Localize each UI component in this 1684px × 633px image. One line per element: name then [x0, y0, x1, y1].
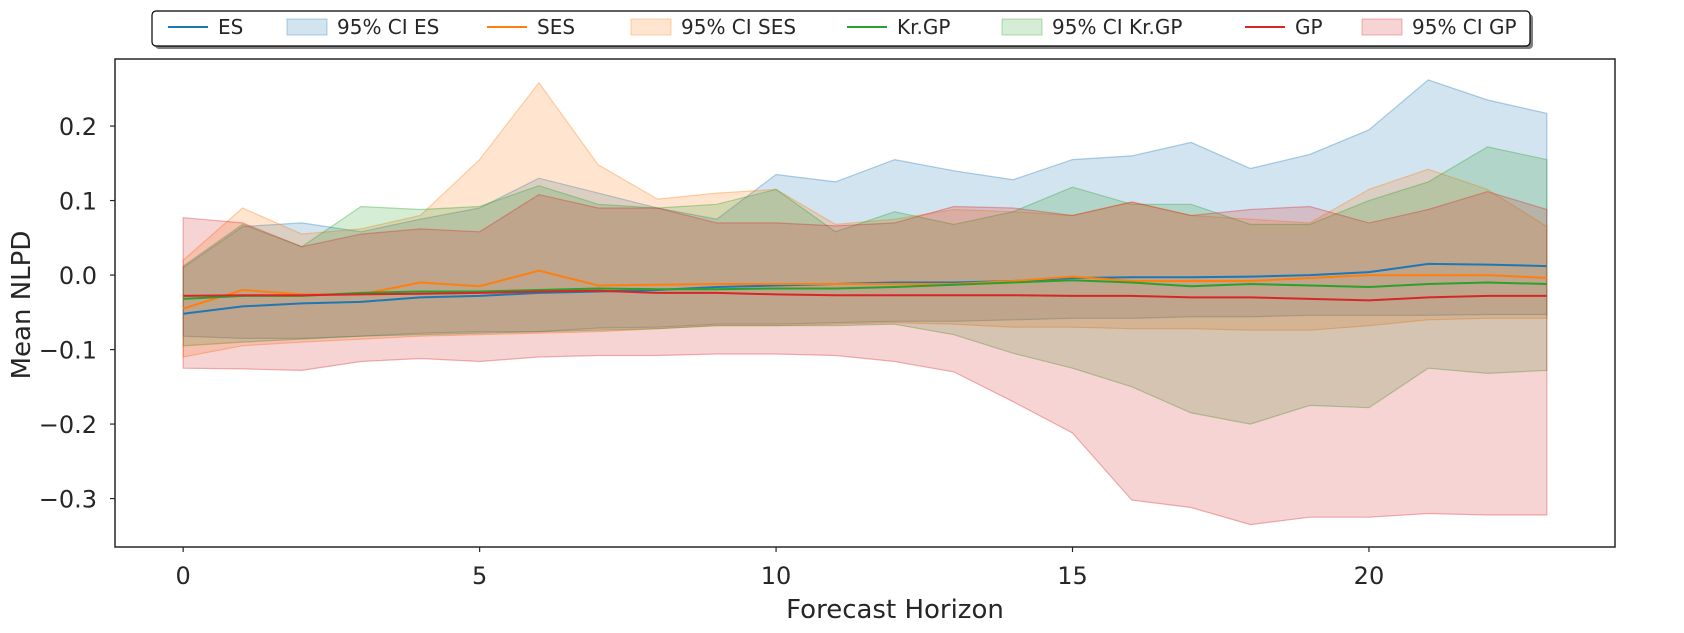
y-axis: 0.2 0.1 0.0 −0.1 −0.2 −0.3 — [39, 113, 115, 514]
ci-band-kr-gp — [182, 146, 1548, 425]
x-axis-label: Forecast Horizon — [786, 595, 1004, 625]
legend-box — [151, 10, 1531, 47]
plot-frame — [114, 58, 1616, 548]
x-tick-label: 10 — [761, 562, 792, 590]
ci-band-ses — [182, 81, 1548, 358]
legend-label-ses: SES — [537, 15, 575, 39]
legend: ES 95% CI ES SES 95% CI SES Kr.GP 95% CI Kr.G… — [151, 10, 1533, 49]
legend-label-kr-gp: Kr.GP — [897, 15, 950, 39]
x-tick-label: 15 — [1057, 562, 1088, 590]
legend-label-95-ci-gp: 95% CI GP — [1412, 15, 1517, 39]
legend-swatch-95-ci-ses — [630, 18, 672, 36]
y-tick-label: −0.1 — [39, 337, 97, 365]
legend-swatch-95-ci-gp — [1361, 18, 1403, 36]
legend-swatch-95-ci-kr-gp — [1001, 18, 1043, 36]
legend-label-95-ci-ses: 95% CI SES — [681, 15, 796, 39]
y-tick-label: 0.2 — [59, 113, 97, 141]
legend-swatch-95-ci-es — [286, 18, 328, 36]
ci-band-gp — [182, 190, 1548, 526]
x-tick-label: 20 — [1354, 562, 1385, 590]
legend-label-95-ci-kr-gp: 95% CI Kr.GP — [1052, 15, 1182, 39]
y-axis-label: Mean NLPD — [7, 231, 37, 380]
legend-label-95-ci-es: 95% CI ES — [337, 15, 439, 39]
plot-area — [182, 79, 1548, 526]
y-tick-label: −0.3 — [39, 486, 97, 514]
y-tick-label: 0.0 — [59, 262, 97, 290]
y-tick-label: −0.2 — [39, 411, 97, 439]
y-tick-label: 0.1 — [59, 188, 97, 216]
x-tick-label: 0 — [176, 562, 191, 590]
x-tick-label: 5 — [472, 562, 487, 590]
x-axis: 0 5 10 15 20 — [176, 547, 1385, 590]
legend-label-es: ES — [218, 15, 243, 39]
mean-line-ses — [182, 269, 1547, 310]
mean-line-kr-gp — [183, 279, 1547, 300]
legend-label-gp: GP — [1295, 15, 1323, 39]
mean-line-gp — [183, 289, 1547, 302]
